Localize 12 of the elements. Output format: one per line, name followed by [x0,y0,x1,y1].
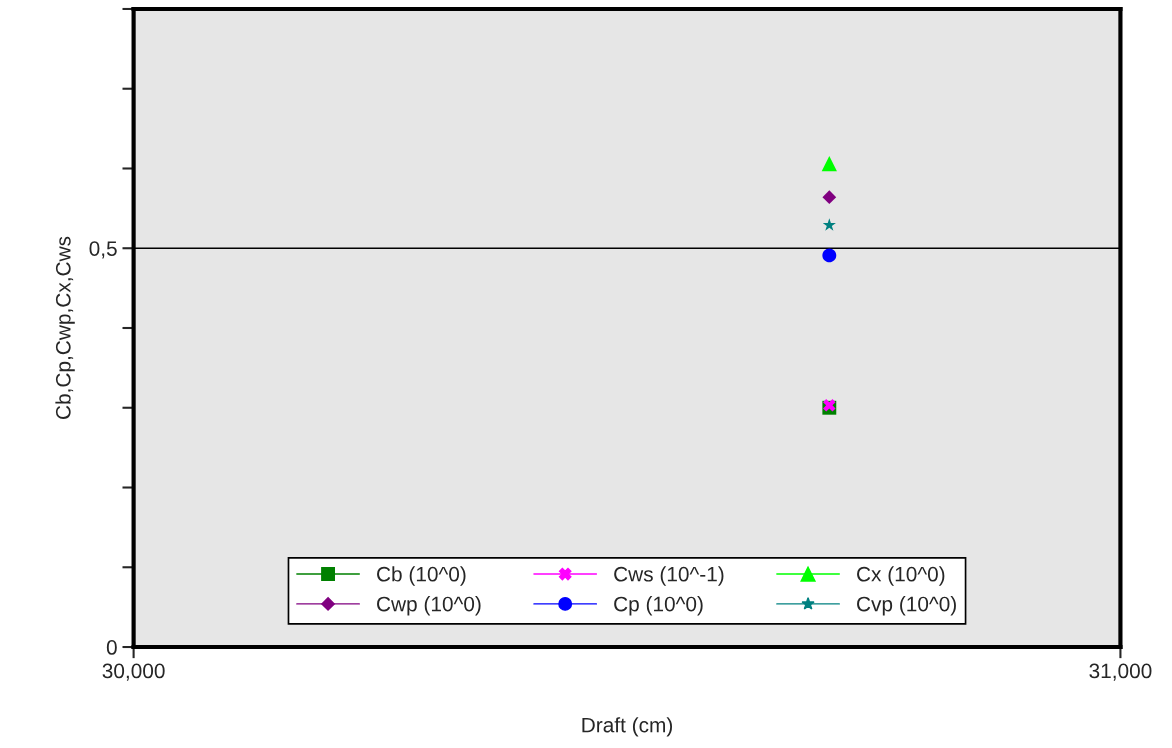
legend-label: Cws (10^-1) [614,566,724,586]
legend-label: Cx (10^0) [857,566,945,586]
x-axis-title: Draft (cm) [582,717,673,737]
y-axis-title: Cb,Cp,Cwp,Cx,Cws [55,236,75,419]
legend-label: Cwp (10^0) [377,596,481,616]
legend-label: Cvp (10^0) [857,596,956,616]
x-tick-label: 31,000 [1089,663,1152,681]
legend-label: Cp (10^0) [614,596,703,616]
x-tick-label: 30,000 [102,663,165,681]
y-tick-label: 0 [106,640,117,655]
legend-label: Cb (10^0) [377,566,466,586]
y-tick-label: 0,5 [89,241,117,259]
